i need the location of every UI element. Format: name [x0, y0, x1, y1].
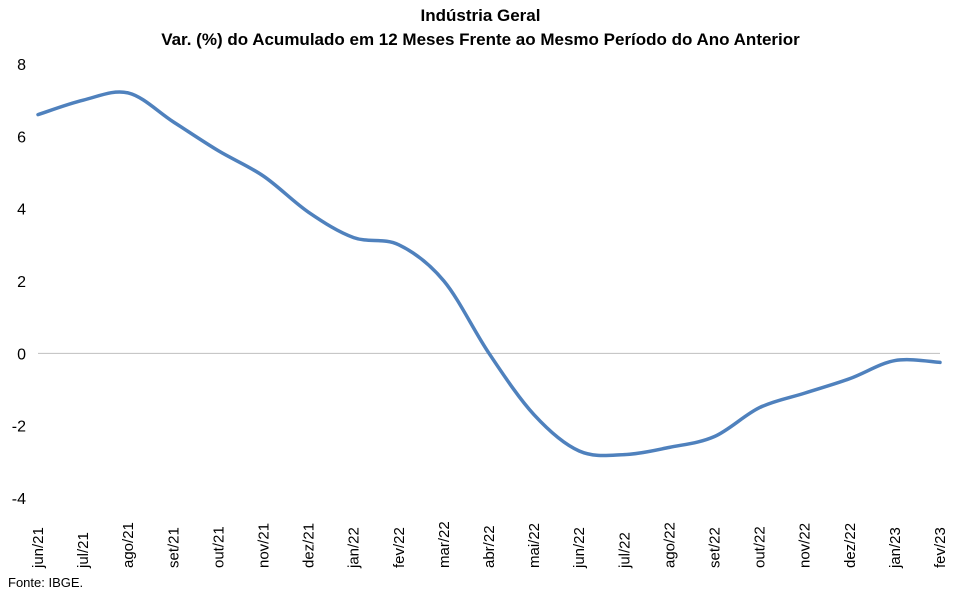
x-tick-label: out/22: [752, 526, 769, 568]
y-tick-label: 0: [17, 346, 26, 363]
y-tick-label: 6: [17, 129, 26, 146]
x-tick-label: mar/22: [436, 521, 453, 568]
x-tick-label: set/21: [165, 527, 182, 568]
x-tick-label: dez/21: [301, 523, 318, 568]
series-line: [36, 90, 942, 458]
y-tick-label: 2: [17, 274, 26, 291]
y-tick-label: -4: [12, 491, 26, 508]
x-tick-label: jun/22: [571, 527, 588, 569]
x-tick-label: jan/22: [346, 527, 363, 569]
x-tick-label: out/21: [210, 526, 227, 568]
x-tick-label: dez/22: [842, 523, 859, 568]
x-tick-label: jun/21: [30, 527, 47, 569]
x-tick-label: ago/22: [661, 522, 678, 568]
chart-title: Indústria Geral: [420, 6, 541, 25]
x-tick-label: ago/21: [120, 522, 137, 568]
y-tick-label: 8: [17, 57, 26, 74]
y-tick-label: -2: [12, 419, 26, 436]
x-tick-label: set/22: [707, 527, 724, 568]
x-tick-label: nov/21: [256, 523, 273, 568]
x-tick-label: jul/21: [75, 532, 92, 569]
x-tick-label: mai/22: [526, 523, 543, 568]
x-tick-label: nov/22: [797, 523, 814, 568]
source-note: Fonte: IBGE.: [8, 575, 84, 590]
x-tick-label: fev/23: [932, 527, 949, 568]
x-tick-label: abr/22: [481, 525, 498, 568]
x-tick-label: jul/22: [616, 532, 633, 569]
chart-title-block: Indústria Geral Var. (%) do Acumulado em…: [0, 4, 961, 52]
chart-subtitle: Var. (%) do Acumulado em 12 Meses Frente…: [161, 30, 800, 49]
x-tick-label: jan/23: [887, 527, 904, 569]
y-tick-label: 4: [17, 202, 26, 219]
x-tick-label: fev/22: [391, 527, 408, 568]
